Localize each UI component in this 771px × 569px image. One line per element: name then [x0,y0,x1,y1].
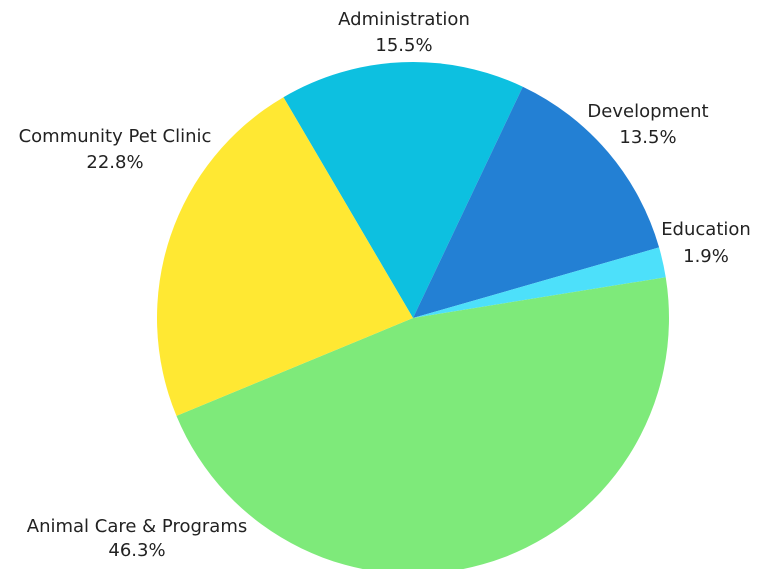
slice-label: Community Pet Clinic [19,126,212,147]
slice-label: Administration [338,9,470,30]
slice-value-label: 13.5% [619,127,676,148]
pie-slice [413,86,660,319]
slice-label: Development [587,101,708,122]
slice-label: Animal Care & Programs [27,516,248,537]
slice-value-label: 22.8% [86,152,143,173]
pie-slice [413,247,666,318]
slice-value-label: 46.3% [108,540,165,561]
slice-label: Education [661,219,751,240]
pie-slice [176,277,669,569]
slice-value-label: 1.9% [683,246,729,267]
slice-value-label: 15.5% [375,35,432,56]
pie-slice [283,62,523,318]
pie-slice [157,97,413,416]
